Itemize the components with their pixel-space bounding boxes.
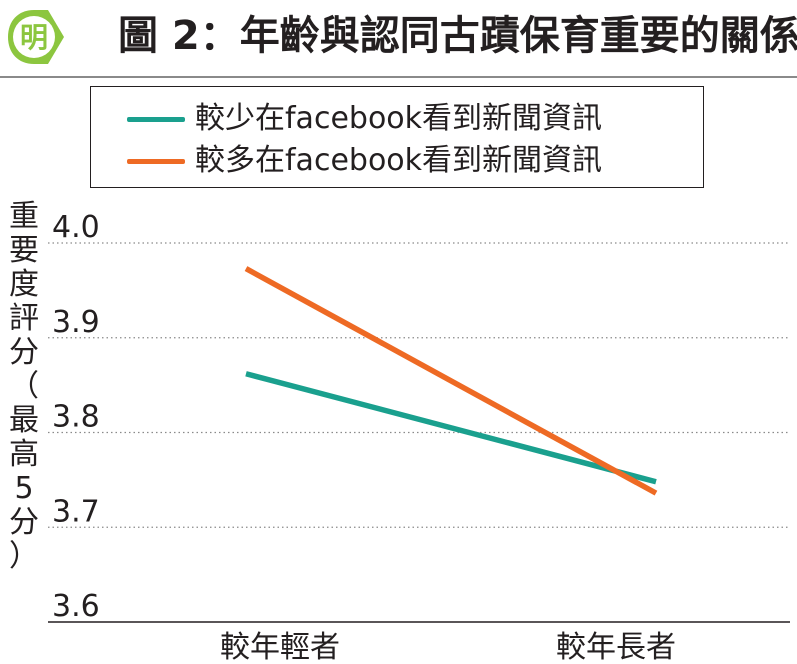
header-divider — [0, 76, 797, 78]
y-axis-label-char: 評 — [9, 301, 39, 336]
legend-swatch-low — [127, 116, 185, 122]
y-tick-label: 4.0 — [52, 210, 100, 245]
legend-swatch-high — [127, 158, 185, 164]
y-tick-label: 3.6 — [52, 589, 100, 624]
badge-char: 明 — [20, 21, 48, 54]
y-axis-label-char: （ — [9, 369, 39, 404]
chart-title: 圖 2：年齡與認同古蹟保育重要的關係 — [118, 13, 797, 59]
y-axis-label-char: 重 — [9, 199, 39, 234]
y-tick-label: 3.7 — [52, 494, 100, 529]
x-tick-label: 較年輕者 — [220, 630, 340, 664]
y-tick-label: 3.8 — [52, 400, 100, 435]
legend-item-low: 較少在facebook看到新聞資訊 — [127, 99, 602, 139]
legend-item-high: 較多在facebook看到新聞資訊 — [127, 141, 602, 181]
y-axis-label-char: 高 — [9, 437, 39, 472]
y-axis-label-char: 最 — [9, 403, 39, 438]
y-axis-label-char: 要 — [9, 233, 39, 268]
legend-label-low: 較少在facebook看到新聞資訊 — [195, 101, 603, 136]
x-tick-label: 較年長者 — [556, 630, 676, 664]
y-axis-label-char: 分 — [9, 335, 39, 370]
y-axis-label-char: 度 — [9, 267, 39, 302]
ming-pao-badge-icon: 明 — [8, 10, 64, 64]
legend: 較少在facebook看到新聞資訊 較多在facebook看到新聞資訊 — [90, 86, 704, 188]
y-axis-label-char: 分 — [9, 505, 39, 540]
series-line-high — [244, 266, 658, 496]
header: 明 圖 2：年齡與認同古蹟保育重要的關係 — [0, 0, 797, 78]
y-axis-label-char: ） — [9, 539, 39, 574]
legend-label-high: 較多在facebook看到新聞資訊 — [195, 143, 603, 178]
y-axis-label: 重要度評分（最高 5 分） — [6, 200, 42, 574]
y-tick-label: 3.9 — [52, 305, 100, 340]
y-axis-label-char: 5 — [14, 471, 34, 506]
series-line-low — [245, 371, 657, 485]
